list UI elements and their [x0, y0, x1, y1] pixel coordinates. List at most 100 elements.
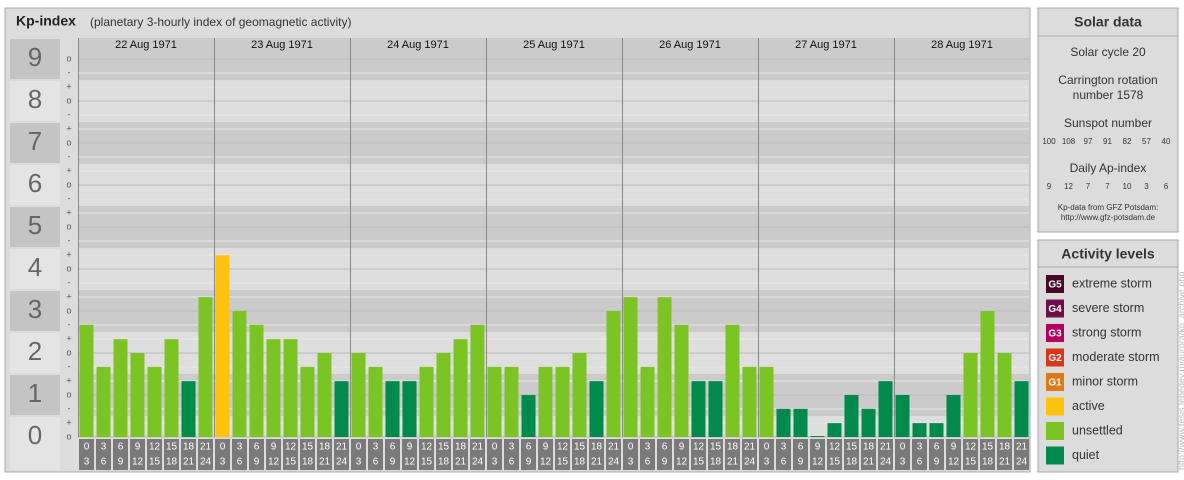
- legend-swatch: [1046, 446, 1064, 465]
- hour-label: 21: [1016, 442, 1028, 453]
- hour-box: [487, 439, 502, 470]
- hour-label: 12: [676, 457, 688, 468]
- hour-box: [164, 439, 179, 470]
- carrington: Carrington rotation: [1058, 73, 1157, 87]
- minor-tick-label: +: [66, 249, 71, 259]
- hour-box: [130, 439, 145, 470]
- hour-label: 18: [319, 442, 331, 453]
- hour-label: 15: [302, 442, 314, 453]
- bar: [113, 339, 128, 437]
- y-label-box: [10, 165, 60, 205]
- hour-label: 18: [710, 457, 722, 468]
- minor-tick-label: -: [68, 361, 71, 371]
- x-tick-label: 25 Aug 1971: [523, 39, 585, 51]
- hour-box: [504, 439, 519, 470]
- hour-label: 3: [237, 442, 243, 453]
- legend-label: severe storm: [1072, 301, 1144, 315]
- bar: [963, 353, 978, 437]
- hour-label: 9: [662, 457, 668, 468]
- hour-label: 9: [118, 457, 124, 468]
- hour-label: 24: [1016, 457, 1028, 468]
- bar: [606, 311, 621, 437]
- hour-box: [368, 439, 383, 470]
- hour-box: [300, 439, 315, 470]
- band: [78, 416, 1029, 437]
- hour-label: 12: [829, 442, 841, 453]
- minor-tick-label: -: [68, 235, 71, 245]
- source: http://www.gfz-potsdam.de: [1061, 213, 1156, 222]
- bar: [96, 366, 111, 437]
- hour-label: 3: [764, 457, 770, 468]
- legend-badge: G4: [1048, 304, 1062, 315]
- hour-label: 6: [237, 457, 243, 468]
- hour-label: 18: [999, 442, 1011, 453]
- x-tick-label: 23 Aug 1971: [251, 39, 313, 51]
- hour-box: [113, 439, 128, 470]
- minor-tick-label: -: [68, 319, 71, 329]
- sunspot-value: 100: [1042, 137, 1056, 146]
- hour-label: 18: [982, 457, 994, 468]
- hour-box: [419, 439, 434, 470]
- legend-swatch: [1046, 373, 1064, 391]
- hour-label: 9: [390, 457, 396, 468]
- hour-label: 12: [285, 442, 297, 453]
- minor-tick-label: o: [66, 137, 71, 147]
- bar: [334, 381, 349, 437]
- bar: [759, 366, 774, 437]
- panel-title: Activity levels: [1061, 246, 1155, 262]
- hour-label: 12: [965, 442, 977, 453]
- bar: [844, 395, 859, 437]
- hour-label: 6: [917, 457, 923, 468]
- hour-box: [640, 439, 655, 470]
- legend-label: active: [1072, 399, 1105, 413]
- hour-label: 12: [149, 442, 161, 453]
- hour-label: 21: [183, 457, 195, 468]
- hour-box: [436, 439, 451, 470]
- bar: [776, 408, 791, 437]
- hour-label: 18: [863, 442, 875, 453]
- bar: [436, 353, 451, 437]
- sunspot-value: 108: [1062, 137, 1076, 146]
- hour-box: [198, 439, 213, 470]
- hour-box: [793, 439, 808, 470]
- hour-label: 3: [373, 442, 379, 453]
- hour-label: 15: [982, 442, 994, 453]
- sunspot-value: 57: [1142, 137, 1151, 146]
- y-tick-label: 5: [28, 210, 42, 240]
- hour-label: 15: [574, 442, 586, 453]
- ap-value: 12: [1064, 182, 1073, 191]
- hour-label: 6: [373, 457, 379, 468]
- bar: [623, 297, 638, 437]
- legend-label: minor storm: [1072, 374, 1138, 388]
- hour-label: 3: [509, 442, 515, 453]
- hour-label: 3: [356, 457, 362, 468]
- sunspot-value: 82: [1123, 137, 1132, 146]
- hour-label: 0: [84, 442, 90, 453]
- hour-label: 9: [271, 442, 277, 453]
- legend-swatch: [1046, 397, 1064, 416]
- hour-label: 18: [591, 442, 603, 453]
- hour-box: [980, 439, 995, 470]
- hour-label: 21: [999, 457, 1011, 468]
- y-label-box: [10, 333, 60, 373]
- bar: [980, 311, 995, 437]
- hour-label: 21: [319, 457, 331, 468]
- bar: [385, 381, 400, 437]
- bar: [997, 353, 1012, 437]
- ap-value: 7: [1086, 182, 1091, 191]
- hour-box: [691, 439, 706, 470]
- bar: [402, 381, 417, 437]
- hour-box: [742, 439, 757, 470]
- hour-label: 0: [356, 442, 362, 453]
- hour-label: 15: [693, 457, 705, 468]
- bar: [147, 366, 162, 437]
- hour-box: [521, 439, 536, 470]
- hour-label: 3: [492, 457, 498, 468]
- y-label-box: [10, 207, 60, 247]
- hour-box: [674, 439, 689, 470]
- minor-tick-label: +: [66, 375, 71, 385]
- hour-box: [181, 439, 196, 470]
- hour-label: 3: [84, 457, 90, 468]
- hour-label: 9: [543, 442, 549, 453]
- hour-label: 21: [472, 442, 484, 453]
